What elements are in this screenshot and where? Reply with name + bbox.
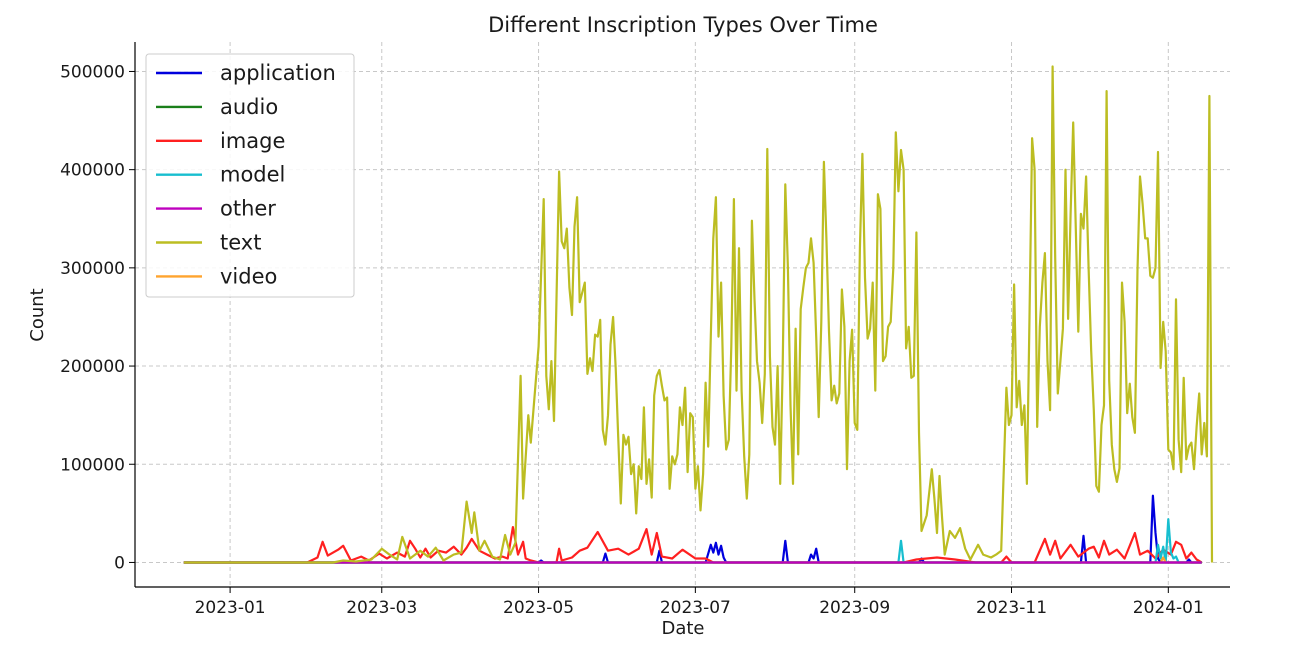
series-line-image bbox=[183, 526, 1203, 564]
legend-label-other: other bbox=[220, 197, 276, 221]
y-tick-label: 400000 bbox=[60, 161, 125, 181]
legend: application audio image model other text video bbox=[145, 53, 355, 298]
x-tick-label: 2023-09 bbox=[819, 598, 890, 618]
y-ticks: 0 100000 200000 300000 400000 500000 bbox=[60, 62, 135, 573]
y-tick-label: 500000 bbox=[60, 62, 125, 82]
x-tick-label: 2024-01 bbox=[1133, 598, 1204, 618]
y-tick-label: 200000 bbox=[60, 357, 125, 377]
x-tick-label: 2023-05 bbox=[503, 598, 574, 618]
legend-box bbox=[145, 53, 355, 298]
legend-label-video: video bbox=[220, 264, 277, 288]
legend-label-model: model bbox=[220, 163, 285, 187]
y-axis-title: Count bbox=[27, 288, 48, 341]
y-tick-label: 300000 bbox=[60, 259, 125, 279]
legend-label-audio: audio bbox=[220, 95, 278, 119]
x-axis-title: Date bbox=[661, 618, 704, 639]
legend-label-application: application bbox=[220, 61, 336, 85]
legend-label-image: image bbox=[220, 129, 285, 153]
x-tick-label: 2023-11 bbox=[976, 598, 1047, 618]
x-tick-label: 2023-07 bbox=[660, 598, 731, 618]
x-tick-label: 2023-01 bbox=[195, 598, 266, 618]
series-layer bbox=[183, 65, 1214, 564]
legend-label-text: text bbox=[220, 231, 261, 255]
x-ticks: 2023-01 2023-03 2023-05 2023-07 2023-09 2023-… bbox=[195, 587, 1204, 618]
chart-title: Different Inscription Types Over Time bbox=[488, 13, 878, 37]
series-line-model bbox=[183, 518, 1202, 564]
axes bbox=[134, 42, 1230, 588]
series-line-text bbox=[183, 65, 1214, 564]
y-tick-label: 100000 bbox=[60, 455, 125, 475]
y-tick-label: 0 bbox=[114, 553, 125, 573]
x-tick-label: 2023-03 bbox=[346, 598, 417, 618]
